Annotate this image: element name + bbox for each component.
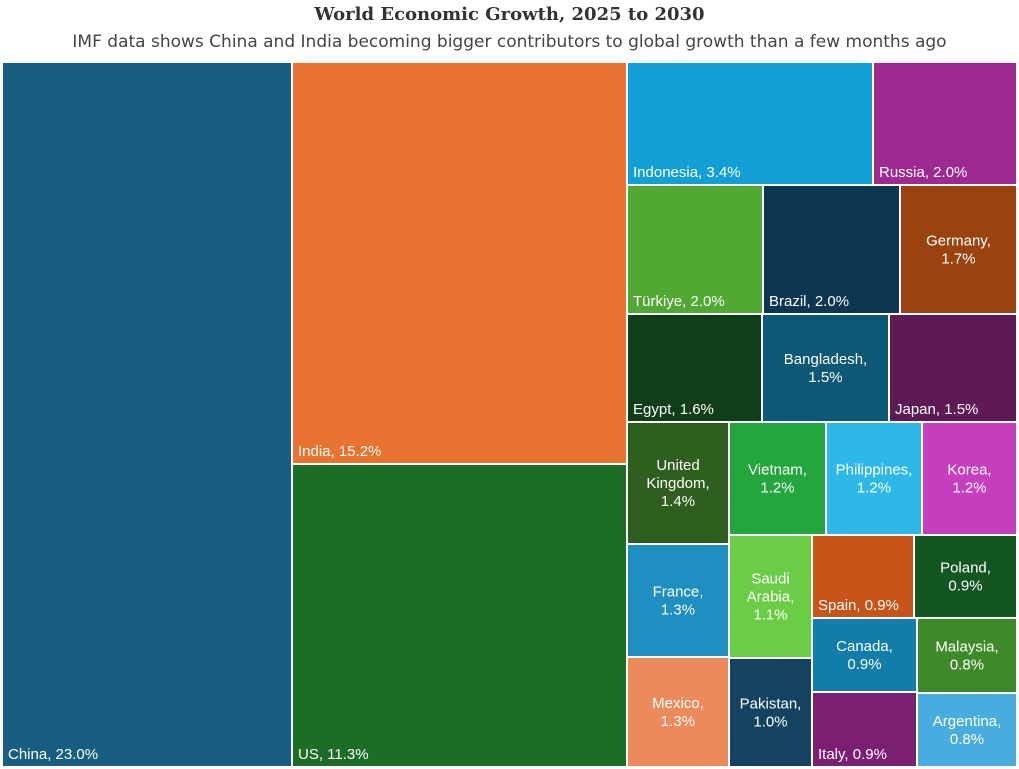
tile-label-brazil: Brazil, 2.0% xyxy=(769,293,849,310)
tile-bangladesh xyxy=(761,313,890,423)
tile-label-mexico: Mexico, 1.3% xyxy=(652,695,704,730)
treemap-labels: China, 23.0% India, 15.2% US, 11.3% Indones… xyxy=(8,164,1001,763)
tile-united-kingdom xyxy=(626,421,730,545)
tile-label-japan: Japan, 1.5% xyxy=(895,401,978,418)
tile-turkiye xyxy=(626,184,764,315)
tile-spain xyxy=(811,534,915,619)
tile-label-indonesia: Indonesia, 3.4% xyxy=(633,164,741,181)
tile-malaysia xyxy=(916,617,1018,694)
tile-philippines xyxy=(825,421,923,536)
tile-label-us: US, 11.3% xyxy=(298,746,369,763)
tile-label-france: France, 1.3% xyxy=(653,584,704,619)
tile-egypt xyxy=(626,313,763,423)
tile-china xyxy=(1,61,293,768)
tile-label-canada: Canada, 0.9% xyxy=(836,638,893,673)
tile-label-bangladesh: Bangladesh, 1.5% xyxy=(784,351,867,386)
tile-label-vietnam: Vietnam, 1.2% xyxy=(748,462,807,497)
tile-label-korea: Korea, 1.2% xyxy=(947,462,991,497)
tile-label-pakistan: Pakistan, 1.0% xyxy=(740,696,802,731)
tile-france xyxy=(626,543,730,658)
tile-argentina xyxy=(916,692,1018,768)
tile-label-saudi-arabia: Saudi Arabia, 1.1% xyxy=(747,571,795,624)
tile-label-egypt: Egypt, 1.6% xyxy=(633,401,714,418)
chart-subtitle: IMF data shows China and India becoming … xyxy=(72,32,947,52)
tile-pakistan xyxy=(728,657,813,768)
tile-label-italy: Italy, 0.9% xyxy=(818,746,887,763)
tile-label-united-kingdom: United Kingdom, 1.4% xyxy=(646,457,709,510)
tile-japan xyxy=(888,313,1018,423)
tile-label-china: China, 23.0% xyxy=(8,746,98,763)
tile-indonesia xyxy=(626,61,874,186)
tile-poland xyxy=(913,534,1018,619)
chart-title: World Economic Growth, 2025 to 2030 xyxy=(314,4,705,25)
tile-label-turkiye: Türkiye, 2.0% xyxy=(633,293,725,310)
tile-label-russia: Russia, 2.0% xyxy=(879,164,967,181)
tile-italy xyxy=(811,691,918,768)
tile-label-malaysia: Malaysia, 0.8% xyxy=(935,639,998,674)
tile-us xyxy=(291,463,628,768)
tile-mexico xyxy=(626,656,730,768)
tile-russia xyxy=(872,61,1018,186)
tile-label-spain: Spain, 0.9% xyxy=(818,597,899,614)
tile-canada xyxy=(811,617,918,693)
tile-label-argentina: Argentina, 0.8% xyxy=(933,713,1001,748)
tile-label-germany: Germany, 1.7% xyxy=(926,233,991,268)
treemap-tiles xyxy=(1,61,1018,768)
tile-korea xyxy=(921,421,1018,536)
tile-label-poland: Poland, 0.9% xyxy=(940,560,991,595)
tile-label-philippines: Philippines, 1.2% xyxy=(836,462,913,497)
tile-label-india: India, 15.2% xyxy=(298,443,381,460)
tile-india xyxy=(291,61,628,465)
tile-vietnam xyxy=(728,421,827,536)
tile-germany xyxy=(899,184,1018,315)
